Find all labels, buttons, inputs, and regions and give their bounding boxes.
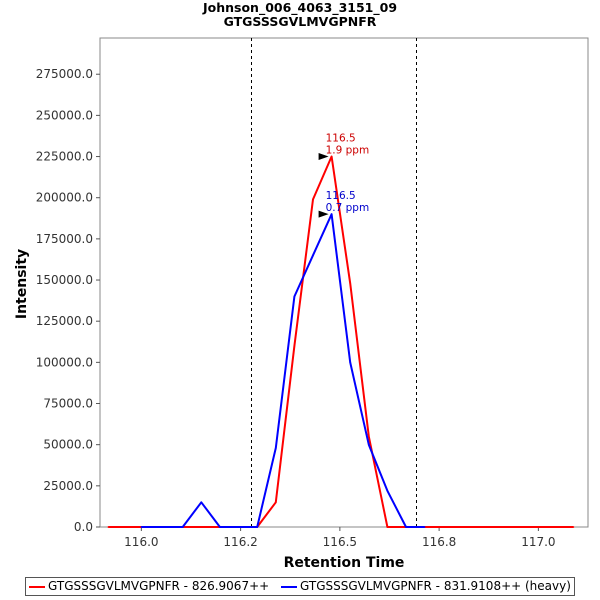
data-point [349, 361, 352, 364]
x-tick-label: 116.2 [223, 535, 257, 549]
data-point [498, 526, 500, 528]
peak-rt-label: 116.5 [326, 190, 356, 202]
data-point [163, 526, 165, 528]
peak-ppm-label: 0.7 ppm [326, 202, 370, 214]
chart-title: Johnson_006_4063_3151_09 [202, 0, 398, 15]
data-point [237, 526, 240, 528]
series-1 [140, 213, 426, 528]
peak-annotation: 116.50.7 ppm [318, 190, 370, 218]
y-tick-label: 275000.0 [36, 67, 93, 81]
legend-item-heavy: GTGSSSGVLMVGPNFR - 831.9108++ (heavy) [281, 578, 571, 595]
legend-swatch-light [29, 585, 45, 588]
data-point [256, 526, 258, 528]
series-0 [107, 155, 575, 528]
data-point [219, 526, 221, 528]
data-point [572, 526, 575, 528]
data-point [293, 345, 296, 347]
series-layer [107, 155, 575, 528]
legend: GTGSSSGVLMVGPNFR - 826.9067++ GTGSSSGVLM… [25, 577, 575, 596]
data-point [405, 526, 407, 528]
data-point [107, 526, 110, 528]
x-axis-label: Retention Time [284, 555, 405, 571]
data-point [181, 526, 184, 528]
data-point [330, 155, 333, 158]
x-tick-label: 116.0 [124, 535, 158, 549]
y-tick-label: 50000.0 [43, 438, 93, 452]
y-axis: 0.0 25000.0 50000.0 75000.0 100000.0 125000.0… [36, 67, 100, 534]
data-point [274, 447, 277, 449]
peak-ppm-label: 1.9 ppm [326, 145, 370, 157]
series-line [141, 213, 425, 528]
peak-marker [318, 153, 329, 161]
y-tick-label: 225000.0 [36, 150, 93, 164]
peak-annotation: 116.51.9 ppm [318, 133, 370, 161]
y-tick-label: 125000.0 [36, 314, 93, 328]
data-point [293, 295, 296, 298]
data-point [423, 526, 426, 528]
legend-label-light: GTGSSSGVLMVGPNFR - 826.9067++ [48, 579, 270, 593]
y-tick-label: 250000.0 [36, 108, 93, 122]
data-point [386, 526, 389, 528]
x-tick-label: 116.8 [422, 535, 456, 549]
data-point [516, 526, 519, 528]
data-point [312, 198, 314, 201]
data-point [461, 526, 463, 528]
y-tick-label: 175000.0 [36, 232, 93, 246]
x-tick-label: 117.0 [521, 535, 555, 549]
y-tick-label: 25000.0 [43, 479, 93, 493]
data-point [274, 501, 277, 504]
series-line [108, 155, 574, 528]
data-point [200, 501, 203, 504]
data-point [200, 526, 203, 528]
y-tick-label: 150000.0 [36, 273, 93, 287]
data-point [140, 526, 143, 528]
data-point [368, 435, 370, 438]
data-point [535, 526, 538, 528]
data-point [442, 526, 445, 528]
peak-marker [318, 210, 329, 218]
peak-rt-label: 116.5 [326, 133, 356, 145]
y-tick-label: 100000.0 [36, 355, 93, 369]
data-point [479, 526, 482, 528]
legend-swatch-heavy [281, 585, 297, 588]
y-tick-label: 75000.0 [43, 397, 93, 411]
data-point [126, 526, 128, 528]
data-point [330, 213, 333, 215]
legend-item-light: GTGSSSGVLMVGPNFR - 826.9067++ [29, 578, 269, 595]
data-point [368, 443, 370, 446]
x-tick-label: 116.5 [323, 535, 357, 549]
data-point [554, 526, 556, 528]
chart-subtitle: GTGSSSGVLMVGPNFR [223, 14, 377, 29]
data-point [349, 282, 352, 285]
data-point [386, 489, 389, 492]
legend-label-heavy: GTGSSSGVLMVGPNFR - 831.9108++ (heavy) [300, 579, 571, 593]
y-tick-label: 200000.0 [36, 191, 93, 205]
x-axis: 116.0 116.2 116.5 116.8 117.0 [124, 527, 556, 549]
y-tick-label: 0.0 [74, 520, 93, 534]
data-point [312, 254, 314, 257]
plot-area [99, 37, 589, 528]
y-axis-label: Intensity [14, 249, 30, 319]
